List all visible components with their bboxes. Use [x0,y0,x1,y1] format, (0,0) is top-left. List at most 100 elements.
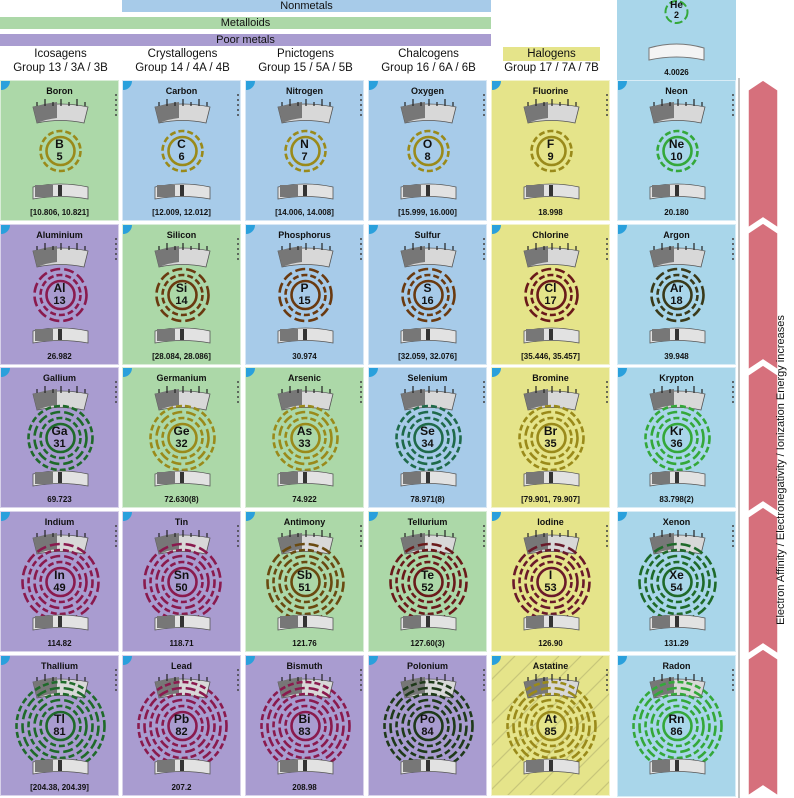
electron-shell [530,560,573,604]
electron-shell [536,422,567,454]
atomic-mass: 208.98 [292,783,317,792]
corner-marker [492,225,501,234]
electron-shell [518,692,585,760]
corner-marker [618,225,627,234]
electron-shell [656,560,699,604]
electron-shell [650,698,705,754]
electron-shell [278,267,333,323]
helium-mass: 4.0026 [664,68,689,77]
element-art [618,512,734,631]
element-cell: Carbon C 6 [12.009, 12.012] [122,80,241,221]
corner-marker [492,512,501,521]
electron-shell [161,704,204,748]
atomic-number: 53 [544,582,557,594]
element-cell: Indium In 49 114.82 [0,511,119,652]
electron-shell [413,566,444,598]
atomic-mass: 30.974 [292,352,317,361]
electron-shell [407,273,450,317]
electron-shell [662,135,693,167]
atomic-number: 49 [53,582,66,594]
electron-shell [45,422,76,454]
element-art [123,81,239,200]
corner-marker [1,81,10,90]
electron-shell [272,404,339,472]
atomic-mass: 69.723 [47,495,72,504]
electron-shell [161,416,204,460]
element-symbol: Si [175,281,188,295]
element-symbol: Se [420,424,435,438]
element-name: Lead [170,661,192,671]
element-cell: Astatine At 85 [491,655,610,796]
atomic-mass: 131.29 [664,639,689,648]
electron-shell [536,710,567,742]
electron-shell [632,680,723,772]
corner-marker [246,225,255,234]
element-art [369,512,485,631]
atomic-number: 83 [298,726,311,738]
element-cell: Selenium Se 34 78.971(8) [368,367,487,508]
element-name: Xenon [662,517,691,527]
atomic-mass: 78.971(8) [410,495,445,504]
group-header-17: Halogens Group 17 / 7A / 7B [491,47,612,75]
helium-symbol: He [670,0,683,11]
electron-shell [401,267,456,323]
element-name: Sulfur [414,230,441,240]
electron-shell [524,267,579,323]
electron-shell [39,416,82,460]
element-art [1,225,117,344]
element-name: Nitrogen [286,86,323,96]
electron-shell [401,410,456,466]
electron-shell [530,129,573,173]
atomic-mass: 18.998 [538,208,563,217]
electron-shell [644,548,711,616]
electron-shell [662,279,693,311]
element-art [1,368,117,487]
element-art [123,225,239,344]
element-art [123,512,239,631]
trend-arrow-chevrons [747,79,779,798]
element-symbol: Cl [544,281,557,295]
electron-shell [155,267,210,323]
element-symbol: At [544,712,557,726]
corner-marker [123,656,132,665]
electron-shell [407,560,450,604]
electron-shell [167,710,198,742]
atomic-mass: 207.2 [171,783,192,792]
electron-shell [272,692,339,760]
atomic-number: 14 [175,295,188,307]
element-art [492,512,608,631]
electron-shell [284,273,327,317]
electron-shell [413,135,444,167]
group-name: Chalcogens [398,48,459,60]
element-art [1,81,117,200]
element-cell: Boron B 5 [10.806, 10.821] [0,80,119,221]
electron-shell [530,704,573,748]
group-header-15: Pnictogens Group 15 / 5A / 5B [245,47,366,75]
element-art [1,512,117,631]
element-name: Bismuth [286,661,323,671]
element-symbol: O [422,137,433,151]
electron-shell [45,710,76,742]
group-label: Group 17 / 7A / 7B [504,62,599,74]
trend-label: Electron Affinity / Electronegativity / … [775,315,787,625]
atomic-number: 16 [421,295,434,307]
atomic-number: 33 [298,438,311,450]
element-symbol: Ge [173,424,190,438]
element-symbol: Kr [669,424,684,438]
electron-shell [149,404,216,472]
element-name: Argon [663,230,690,240]
element-art [618,81,734,200]
element-cell: Chlorine Cl 17 [35.446, 35.457] [491,224,610,365]
electron-shell [524,410,579,466]
element-cell: Thallium Tl 81 [204.38, 204.39] [0,655,119,796]
atomic-number: 82 [175,726,188,738]
element-symbol: In [54,568,65,582]
atomic-number: 15 [298,295,311,307]
element-cell: Bismuth Bi 83 208.98 [245,655,364,796]
electron-shell [395,692,462,760]
element-symbol: As [296,424,313,438]
element-art [618,368,734,487]
element-name: Neon [665,86,688,96]
atomic-number: 84 [421,726,434,738]
element-symbol: Rn [668,712,685,726]
